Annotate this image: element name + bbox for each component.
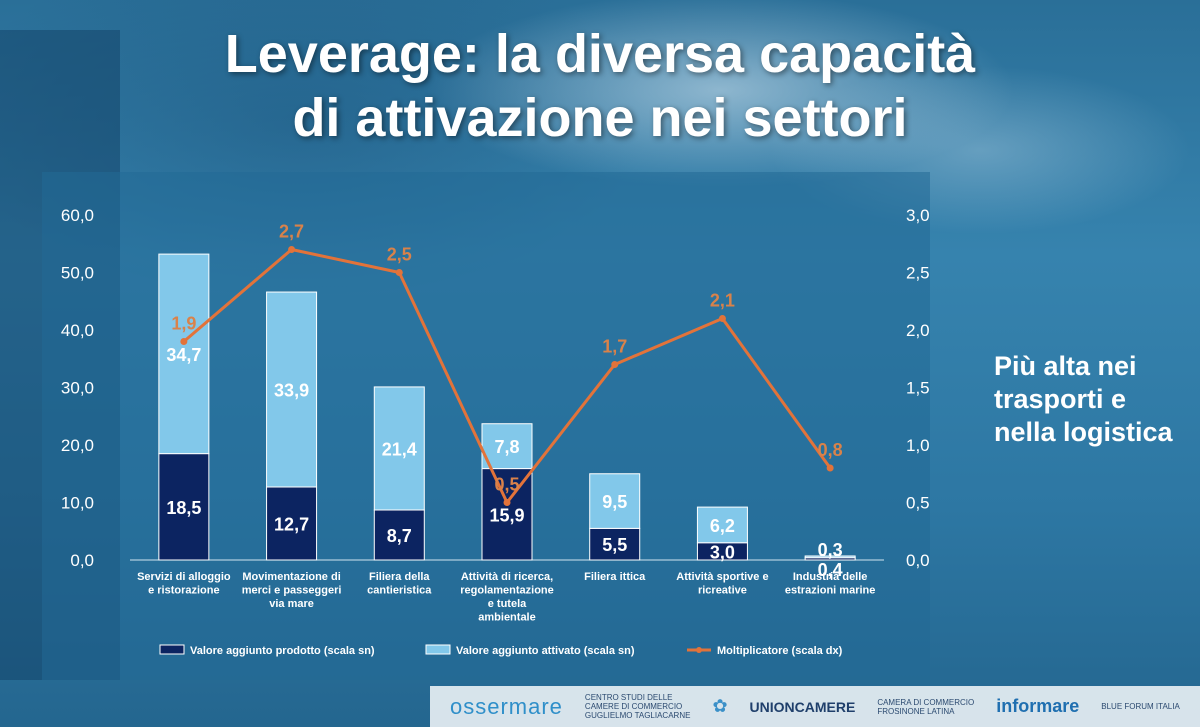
category-label: ricreative bbox=[698, 585, 747, 597]
slide-title: Leverage: la diversa capacità di attivaz… bbox=[0, 22, 1200, 150]
point-label-moltiplicatore: 1,9 bbox=[171, 314, 196, 334]
bar-valore-prodotto bbox=[266, 486, 318, 561]
bar-valore-attivato bbox=[481, 423, 533, 470]
category-label: e tutela bbox=[488, 598, 527, 610]
bar-valore-attivato bbox=[804, 555, 856, 559]
category-label: Servizi di alloggio bbox=[137, 571, 231, 583]
category-label: e ristorazione bbox=[148, 585, 220, 597]
stacked-bar-line-chart: 0,0 10,0 20,0 30,0 40,0 50,0 60,0 0,0 0,5 1,0 1,5 2… bbox=[61, 206, 930, 657]
bar-valore-attivato bbox=[589, 473, 641, 529]
informare-logo: informare bbox=[996, 696, 1080, 716]
point-moltiplicatore bbox=[288, 246, 296, 253]
bar-label-valore-attivato: 0,3 bbox=[818, 540, 843, 560]
bar-label-valore-attivato: 7,8 bbox=[494, 437, 519, 457]
blue-forum-logo: BLUE FORUM ITALIA bbox=[1101, 702, 1180, 711]
bar-valore-attivato bbox=[158, 253, 210, 455]
bar-valore-attivato bbox=[373, 386, 425, 511]
legend-label-valore-attivato: Valore aggiunto attivato (scala sn) bbox=[456, 645, 635, 657]
side-note: Più alta nei trasporti e nella logistica bbox=[994, 351, 1173, 447]
bar-valore-attivato bbox=[266, 291, 318, 488]
bar-valore-prodotto bbox=[589, 527, 641, 561]
right-axis-tick-label: 0,5 bbox=[906, 494, 930, 513]
point-moltiplicatore bbox=[718, 315, 726, 322]
point-label-moltiplicatore: 2,5 bbox=[387, 245, 412, 265]
bar-valore-prodotto bbox=[158, 453, 210, 561]
bar-label-valore-prodotto: 0,4 bbox=[818, 560, 843, 580]
title-line-2: di attivazione nei settori bbox=[292, 88, 908, 148]
right-axis-tick-label: 2,5 bbox=[906, 264, 930, 283]
category-label: merci e passeggeri bbox=[242, 585, 342, 597]
point-moltiplicatore bbox=[180, 338, 188, 345]
category-label: cantieristica bbox=[367, 585, 432, 597]
camera-commercio-logo: CAMERA DI COMMERCIO FROSINONE LATINA bbox=[877, 698, 974, 716]
left-axis-tick-label: 50,0 bbox=[61, 264, 94, 283]
point-moltiplicatore bbox=[611, 361, 619, 368]
chart-panel: 0,0 10,0 20,0 30,0 40,0 50,0 60,0 0,0 0,5 1,0 1,5 2… bbox=[42, 172, 930, 680]
bar-label-valore-prodotto: 12,7 bbox=[274, 514, 309, 534]
footer-logos: ossermare CENTRO STUDI DELLE CAMERE DI C… bbox=[430, 686, 1200, 727]
category-label: regolamentazione bbox=[460, 585, 554, 597]
left-axis-tick-label: 60,0 bbox=[61, 206, 94, 225]
category-label: Attività di ricerca, bbox=[461, 571, 553, 583]
right-axis-tick-label: 1,5 bbox=[906, 379, 930, 398]
right-axis-tick-label: 0,0 bbox=[906, 551, 930, 570]
tagliacarne-logo: CENTRO STUDI DELLE CAMERE DI COMMERCIO G… bbox=[585, 693, 691, 720]
camera-commercio-line-1: CAMERA DI COMMERCIO bbox=[877, 697, 975, 707]
bar-valore-prodotto bbox=[481, 468, 533, 561]
category-label: Attività sportive e bbox=[676, 571, 768, 583]
point-label-moltiplicatore: 2,7 bbox=[279, 222, 304, 242]
bar-label-valore-attivato: 33,9 bbox=[274, 381, 309, 401]
bar-valore-prodotto bbox=[373, 509, 425, 561]
ossermare-logo: ossermare bbox=[450, 693, 563, 719]
tagliacarne-line-2: CAMERE DI COMMERCIO bbox=[584, 702, 683, 711]
bar-label-valore-attivato: 34,7 bbox=[166, 345, 201, 365]
point-label-moltiplicatore: 1,7 bbox=[602, 337, 627, 357]
point-moltiplicatore bbox=[826, 464, 834, 472]
point-label-moltiplicatore: 0,8 bbox=[818, 440, 843, 460]
bar-label-valore-attivato: 9,5 bbox=[602, 492, 627, 512]
bar-label-valore-prodotto: 8,7 bbox=[387, 526, 412, 546]
point-moltiplicatore bbox=[503, 499, 511, 506]
bar-label-valore-prodotto: 15,9 bbox=[489, 505, 524, 525]
legend-label-valore-prodotto: Valore aggiunto prodotto (scala sn) bbox=[190, 645, 375, 657]
category-label: via mare bbox=[269, 598, 314, 610]
title-line-1: Leverage: la diversa capacità bbox=[224, 24, 976, 84]
tagliacarne-line-1: CENTRO STUDI DELLE bbox=[584, 693, 673, 702]
category-label: ambientale bbox=[478, 612, 535, 624]
legend-marker-moltiplicatore bbox=[696, 647, 702, 653]
point-label-moltiplicatore: 2,1 bbox=[710, 291, 735, 311]
left-axis-tick-label: 10,0 bbox=[61, 494, 94, 513]
category-label: Industria delle bbox=[793, 571, 868, 583]
bar-label-valore-attivato: 6,2 bbox=[710, 516, 735, 536]
bar-label-valore-prodotto: 3,0 bbox=[710, 542, 735, 562]
legend-swatch-valore-attivato bbox=[425, 644, 451, 655]
tagliacarne-line-3: GUGLIELMO TAGLIACARNE bbox=[584, 711, 691, 720]
right-axis-tick-label: 1,0 bbox=[906, 436, 930, 455]
category-label: Filiera della bbox=[369, 571, 430, 583]
category-label: Filiera ittica bbox=[584, 571, 646, 583]
bar-label-valore-attivato: 21,4 bbox=[382, 439, 417, 459]
camera-commercio-line-2: FROSINONE LATINA bbox=[877, 706, 955, 716]
left-axis-tick-label: 30,0 bbox=[61, 379, 94, 398]
right-axis-tick-label: 2,0 bbox=[906, 321, 930, 340]
bar-label-valore-prodotto: 5,5 bbox=[602, 535, 627, 555]
bar-label-valore-prodotto: 18,5 bbox=[166, 498, 201, 518]
right-axis-tick-label: 3,0 bbox=[906, 206, 930, 225]
bar-valore-attivato bbox=[696, 506, 748, 544]
category-label: estrazioni marine bbox=[785, 585, 875, 597]
left-axis-tick-label: 20,0 bbox=[61, 436, 94, 455]
unioncamere-logo: UNIONCAMERE bbox=[749, 698, 856, 715]
unioncamere-icon: ✿ bbox=[712, 696, 728, 716]
legend-label-moltiplicatore: Moltiplicatore (scala dx) bbox=[717, 645, 843, 657]
left-axis-tick-label: 0,0 bbox=[70, 551, 94, 570]
category-label: Movimentazione di bbox=[242, 571, 340, 583]
point-moltiplicatore bbox=[395, 269, 403, 276]
point-label-moltiplicatore: 0,5 bbox=[494, 475, 519, 495]
left-axis-tick-label: 40,0 bbox=[61, 321, 94, 340]
legend-swatch-valore-prodotto bbox=[159, 644, 185, 655]
